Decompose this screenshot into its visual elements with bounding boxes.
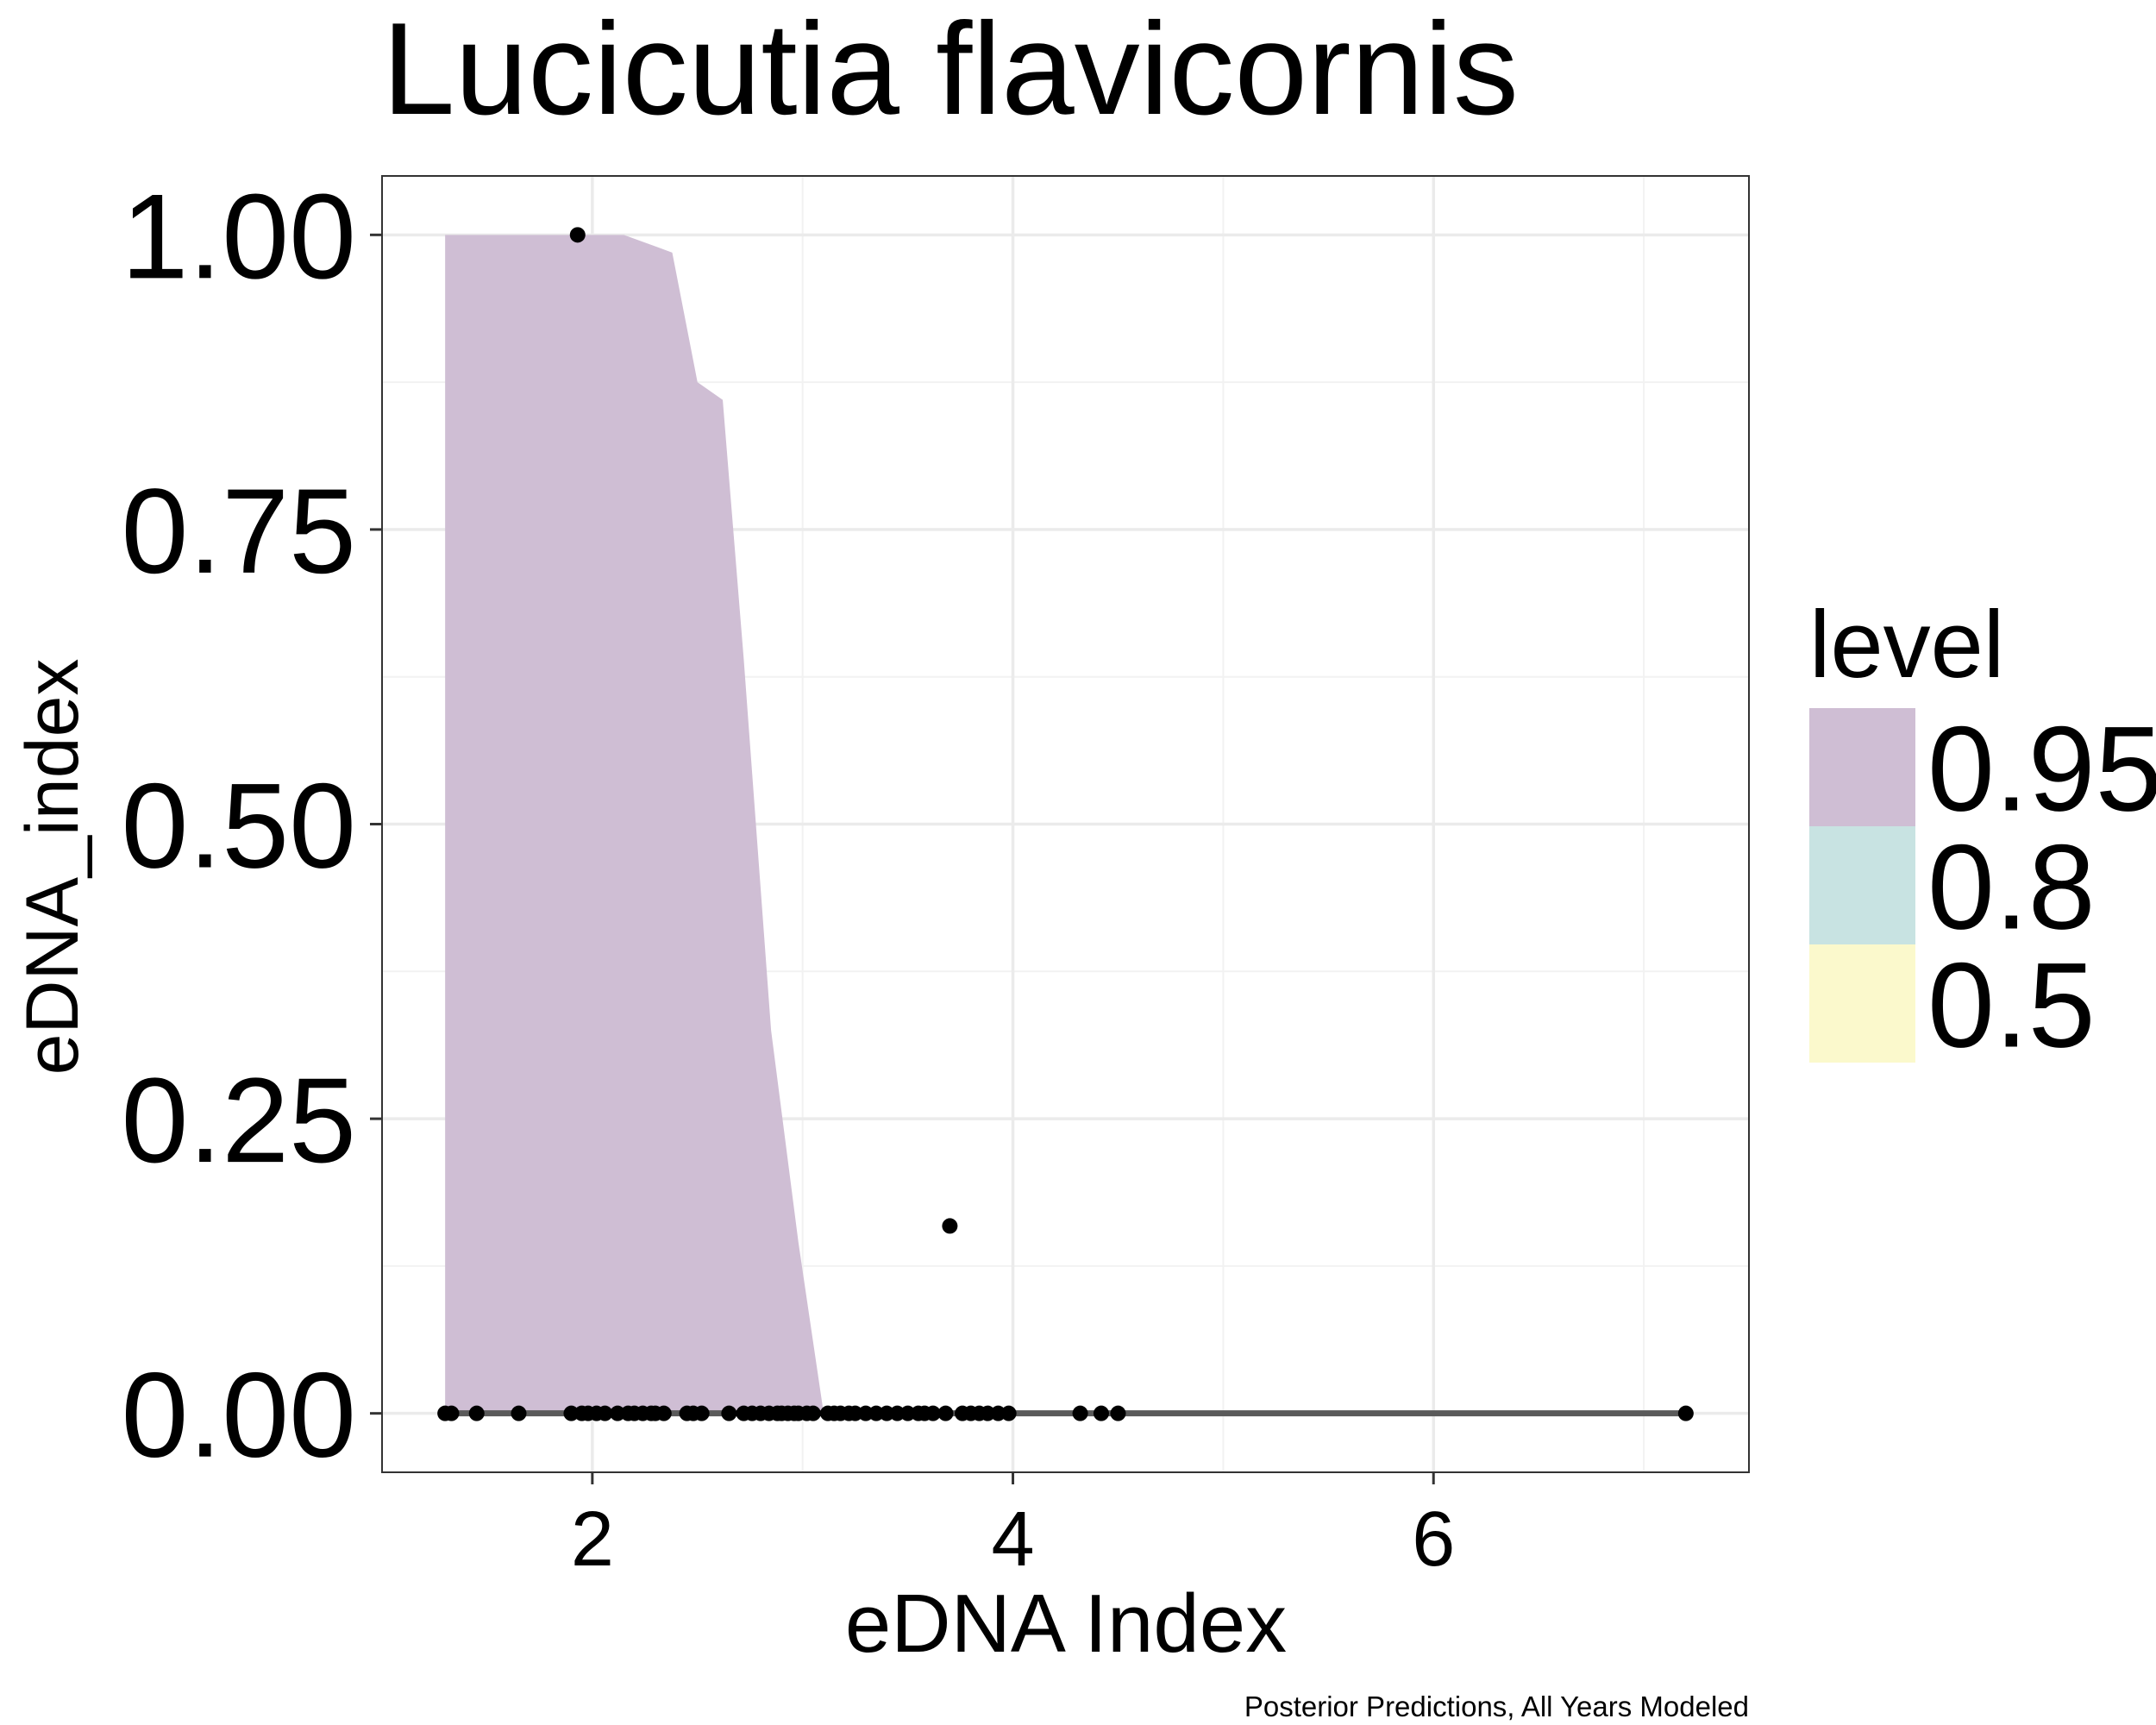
y-tick-label: 0.75 bbox=[122, 463, 356, 599]
legend-label: 0.5 bbox=[1927, 938, 2096, 1073]
y-axis-ticks: 0.00 0.25 0.50 0.75 1.00 bbox=[122, 168, 382, 1483]
data-point bbox=[942, 1218, 958, 1234]
data-point bbox=[1000, 1405, 1017, 1421]
legend-label: 0.95 bbox=[1927, 701, 2156, 837]
observed-points bbox=[437, 227, 1694, 1421]
data-point bbox=[511, 1405, 527, 1421]
legend-label: 0.8 bbox=[1927, 819, 2096, 955]
x-tick-label: 2 bbox=[571, 1496, 614, 1583]
data-point bbox=[937, 1405, 954, 1421]
data-point bbox=[693, 1405, 710, 1421]
data-point bbox=[1110, 1405, 1126, 1421]
x-axis-label: eDNA Index bbox=[845, 1578, 1287, 1670]
legend-key-0.8 bbox=[1809, 826, 1915, 944]
y-tick-label: 0.25 bbox=[122, 1052, 356, 1188]
data-point bbox=[805, 1405, 821, 1421]
data-point bbox=[569, 227, 586, 243]
y-axis-label: eDNA_index bbox=[11, 659, 94, 1076]
data-point bbox=[1093, 1405, 1109, 1421]
x-tick-label: 6 bbox=[1412, 1496, 1455, 1583]
data-point bbox=[1072, 1405, 1088, 1421]
chart-title: Lucicutia flavicornis bbox=[382, 0, 1519, 142]
ribbons bbox=[445, 235, 824, 1414]
data-point bbox=[655, 1405, 672, 1421]
y-tick-label: 0.50 bbox=[122, 758, 356, 894]
x-tick-label: 4 bbox=[992, 1496, 1035, 1583]
legend-key-0.95 bbox=[1809, 708, 1915, 826]
data-point bbox=[443, 1405, 460, 1421]
legend: 0.950.80.5 bbox=[1809, 701, 2156, 1073]
y-tick-label: 1.00 bbox=[122, 168, 356, 304]
data-point bbox=[721, 1405, 737, 1421]
ribbon-0.95 bbox=[445, 235, 824, 1414]
x-axis-ticks: 2 4 6 bbox=[571, 1472, 1455, 1583]
data-point bbox=[468, 1405, 485, 1421]
data-point bbox=[1677, 1405, 1694, 1421]
data-point bbox=[597, 1405, 613, 1421]
y-tick-label: 0.00 bbox=[122, 1347, 356, 1483]
data-point bbox=[924, 1405, 941, 1421]
legend-key-0.5 bbox=[1809, 944, 1915, 1063]
chart-caption: Posterior Predictions, All Years Modeled bbox=[1244, 1690, 1749, 1722]
legend-title: level bbox=[1809, 592, 2004, 698]
